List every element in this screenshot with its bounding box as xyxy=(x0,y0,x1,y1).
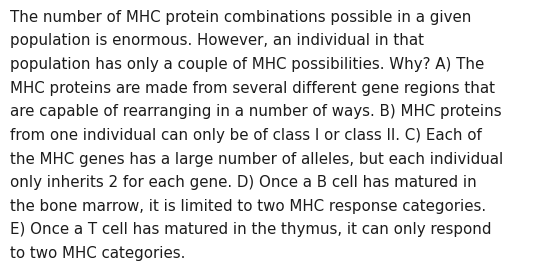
Text: from one individual can only be of class I or class II. C) Each of: from one individual can only be of class… xyxy=(10,128,482,143)
Text: the bone marrow, it is limited to two MHC response categories.: the bone marrow, it is limited to two MH… xyxy=(10,199,486,214)
Text: population has only a couple of MHC possibilities. Why? A) The: population has only a couple of MHC poss… xyxy=(10,57,484,72)
Text: only inherits 2 for each gene. D) Once a B cell has matured in: only inherits 2 for each gene. D) Once a… xyxy=(10,175,477,190)
Text: to two MHC categories.: to two MHC categories. xyxy=(10,246,185,261)
Text: MHC proteins are made from several different gene regions that: MHC proteins are made from several diffe… xyxy=(10,81,495,95)
Text: are capable of rearranging in a number of ways. B) MHC proteins: are capable of rearranging in a number o… xyxy=(10,104,502,119)
Text: the MHC genes has a large number of alleles, but each individual: the MHC genes has a large number of alle… xyxy=(10,152,503,166)
Text: The number of MHC protein combinations possible in a given: The number of MHC protein combinations p… xyxy=(10,10,472,24)
Text: population is enormous. However, an individual in that: population is enormous. However, an indi… xyxy=(10,33,424,48)
Text: E) Once a T cell has matured in the thymus, it can only respond: E) Once a T cell has matured in the thym… xyxy=(10,222,492,237)
